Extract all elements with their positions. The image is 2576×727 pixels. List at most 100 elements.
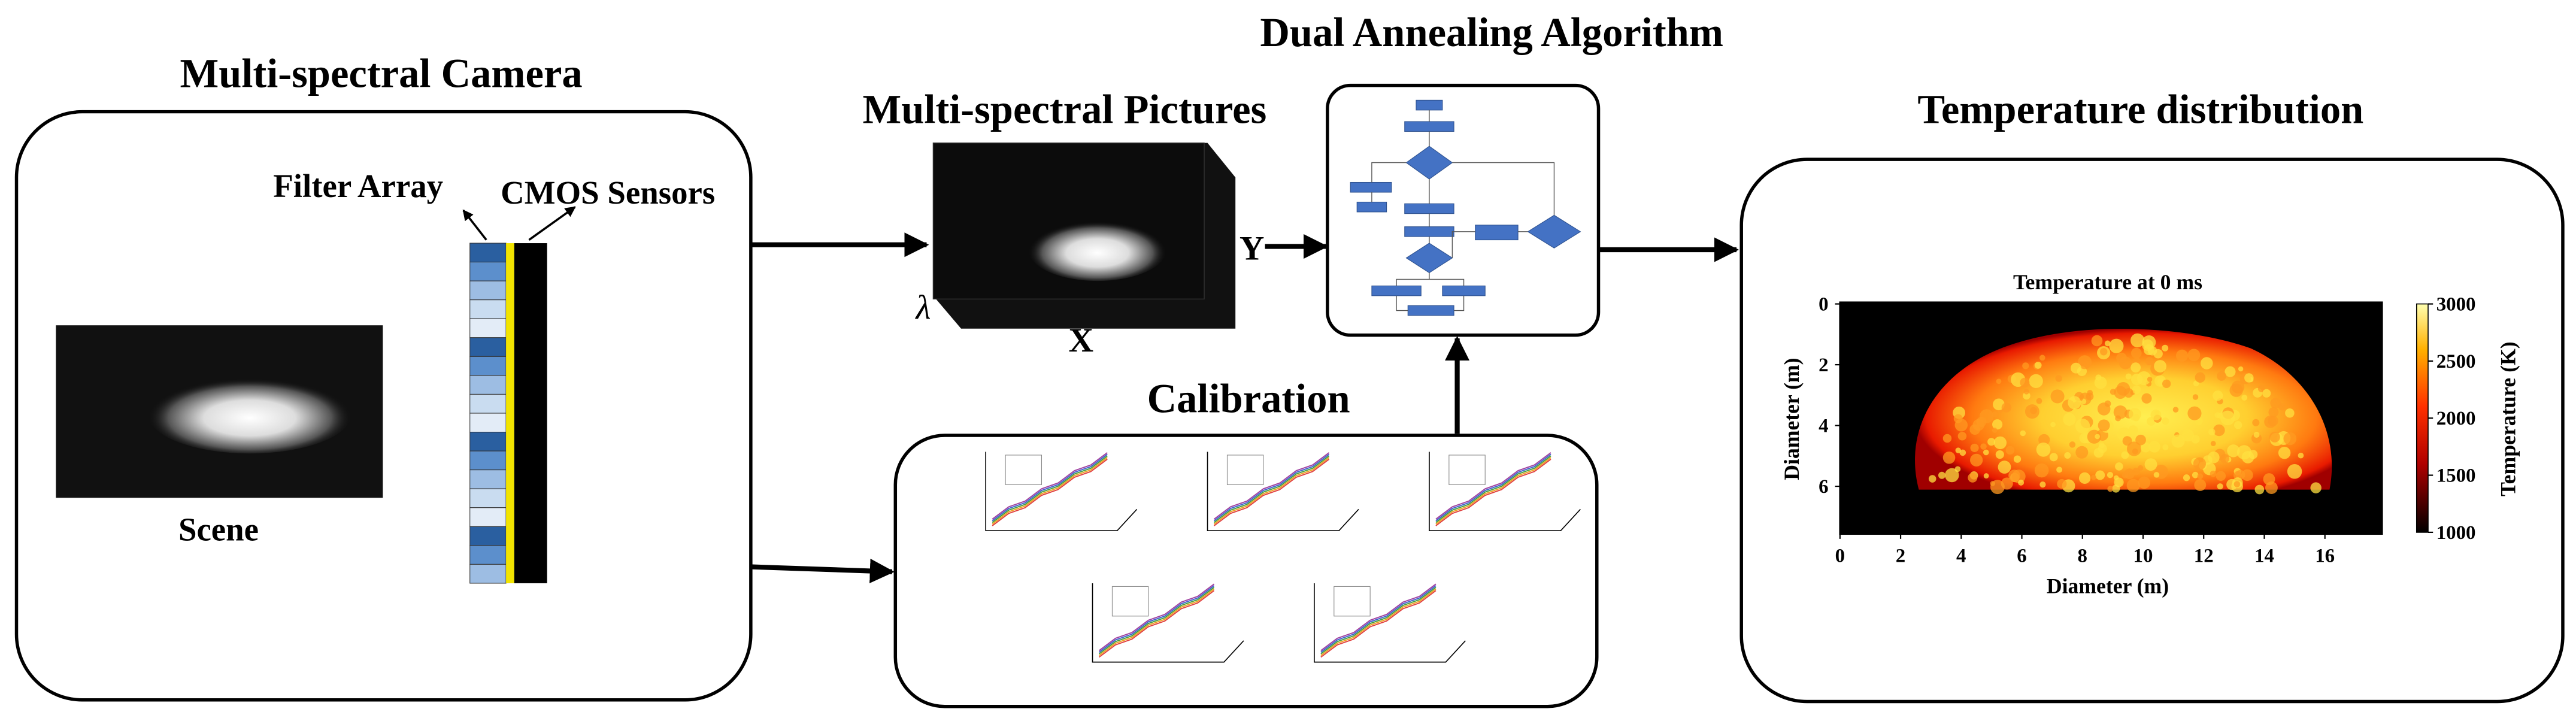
filter-cell xyxy=(469,488,507,508)
heat-speck xyxy=(1942,434,1952,443)
heat-speck xyxy=(2270,398,2281,409)
heat-speck xyxy=(2057,478,2067,489)
heat-speck xyxy=(1954,466,1961,472)
mini-curve xyxy=(1213,453,1330,522)
y-tick-label: 4 xyxy=(1819,416,1828,437)
mini-axes xyxy=(985,452,1138,531)
heat-speck xyxy=(1992,428,1998,433)
heat-speck xyxy=(2038,434,2050,446)
heat-speck xyxy=(2154,360,2166,372)
heat-speck xyxy=(2195,372,2206,383)
heat-speck xyxy=(2265,481,2278,494)
heat-speck xyxy=(2262,389,2271,398)
filter-cell xyxy=(469,318,507,338)
heat-speck xyxy=(2269,431,2280,443)
heat-speck xyxy=(2254,484,2265,495)
colorbar-tick-label: 1500 xyxy=(2436,465,2476,487)
heat-speck xyxy=(2162,379,2171,388)
heat-speck xyxy=(2050,422,2056,428)
filter-cell xyxy=(469,375,507,395)
heat-speck xyxy=(1954,419,1968,432)
calibration-plots xyxy=(985,452,1581,663)
x-tick-label: 14 xyxy=(2254,545,2274,567)
mini-curve xyxy=(992,459,1108,526)
heat-speck xyxy=(2049,453,2058,462)
heat-speck xyxy=(2122,471,2129,478)
heat-speck xyxy=(1942,451,1956,464)
heat-speck xyxy=(2187,349,2201,362)
heat-speck xyxy=(2150,409,2162,420)
heat-speck xyxy=(2140,442,2151,453)
filter-cell xyxy=(469,393,507,414)
mini-curve xyxy=(1320,587,1437,655)
heat-speck xyxy=(2145,357,2154,366)
mini-axes xyxy=(1314,583,1466,663)
heat-speck xyxy=(1980,409,1994,423)
heat-speck xyxy=(2171,434,2185,448)
flowchart xyxy=(1350,99,1581,316)
heat-speck xyxy=(2142,339,2154,351)
heat-speck xyxy=(2191,435,2200,444)
heat-speck xyxy=(2233,471,2242,480)
heat-speck xyxy=(2227,444,2240,458)
heat-speck xyxy=(2252,419,2260,426)
mini-legend xyxy=(1111,586,1149,617)
heat-speck xyxy=(2132,448,2138,455)
mini-curve xyxy=(1435,452,1551,520)
axis-lambda: λ xyxy=(914,289,931,326)
heat-speck xyxy=(2183,474,2190,481)
mini-curve xyxy=(1435,455,1551,523)
heat-speck xyxy=(1993,436,2007,450)
cmos-sensor xyxy=(514,243,547,583)
heat-speck xyxy=(1957,431,1967,441)
arrow xyxy=(750,558,895,584)
heat-speck xyxy=(2091,474,2096,480)
heat-speck xyxy=(1955,447,1961,453)
heat-speck xyxy=(2132,385,2141,394)
x-tick-label: 10 xyxy=(2133,545,2153,567)
arrow xyxy=(462,209,487,241)
heat-speck xyxy=(2122,436,2132,446)
heat-speck xyxy=(2264,415,2277,428)
heat-speck xyxy=(2099,442,2105,449)
filter-cell xyxy=(469,526,507,546)
mini-curve xyxy=(1435,459,1551,526)
heat-speck xyxy=(2104,340,2111,347)
colorbar-tick-label: 2500 xyxy=(2436,351,2476,372)
heat-speck xyxy=(2268,407,2279,417)
heat-speck xyxy=(1928,475,1936,483)
mini-curve xyxy=(1320,583,1437,652)
heat-speck xyxy=(2130,347,2142,359)
heat-speck xyxy=(2114,386,2127,399)
mini-axes xyxy=(1092,583,1244,663)
filter-cell xyxy=(469,450,507,471)
heat-speck xyxy=(2148,441,2160,453)
filter-cell xyxy=(469,469,507,489)
algorithm-title: Dual Annealing Algorithm xyxy=(1260,10,1723,55)
heat-speck xyxy=(2001,402,2012,413)
filter-label: Filter Array xyxy=(273,168,443,204)
x-tick-label: 2 xyxy=(1896,545,1905,567)
heat-speck xyxy=(2257,384,2266,393)
heat-speck xyxy=(2298,452,2304,459)
heat-speck xyxy=(2075,419,2090,434)
heat-speck xyxy=(2069,441,2076,448)
filter-cell xyxy=(469,337,507,357)
mini-curve xyxy=(1320,585,1437,653)
heat-speck xyxy=(2078,472,2091,484)
y-label: Diameter (m) xyxy=(1780,358,1804,480)
heat-speck xyxy=(2107,471,2114,478)
heat-speck xyxy=(2123,388,2133,398)
heat-speck xyxy=(2025,404,2039,419)
heat-speck xyxy=(1970,453,1983,467)
heat-speck xyxy=(2036,443,2051,457)
filter-cell xyxy=(469,280,507,301)
heat-speck xyxy=(2201,357,2213,369)
colorbar xyxy=(2416,303,2429,533)
temperature-title: Temperature distribution xyxy=(1917,87,2363,132)
heat-speck xyxy=(2005,446,2015,455)
heat-speck xyxy=(2147,377,2153,382)
scene-label: Scene xyxy=(178,511,259,548)
heat-speck xyxy=(2162,444,2169,451)
